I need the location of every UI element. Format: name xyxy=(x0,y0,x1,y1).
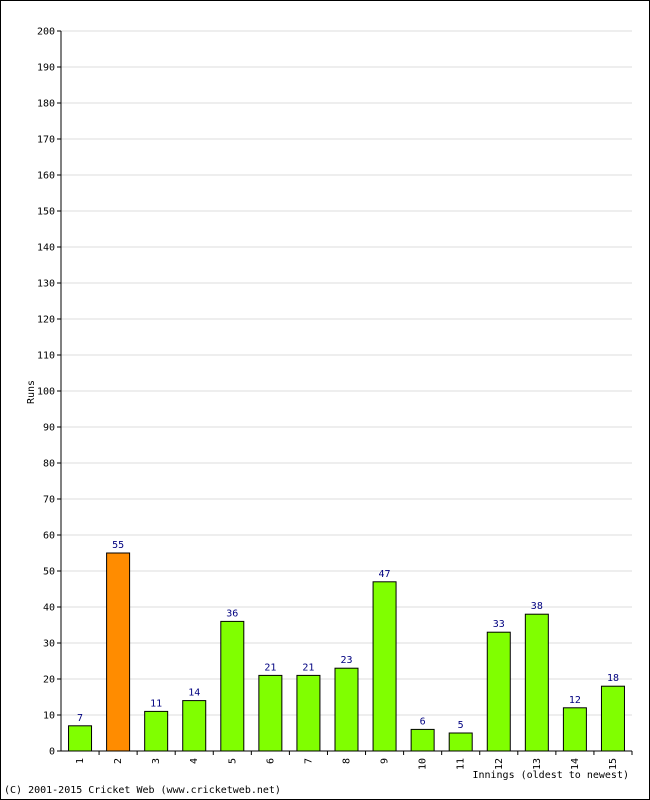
x-tick-label: 5 xyxy=(227,758,238,764)
bar-value-label: 33 xyxy=(493,619,505,630)
bar-value-label: 23 xyxy=(340,655,352,666)
y-tick-label: 60 xyxy=(43,531,55,542)
y-tick-label: 160 xyxy=(37,171,55,182)
y-tick-label: 110 xyxy=(37,351,55,362)
bar-value-label: 12 xyxy=(569,695,581,706)
x-axis-ticks: 1 2 3 4 5 6 7 8 9 10 11 12 13 14 15 xyxy=(75,751,633,770)
y-tick-label: 120 xyxy=(37,315,55,326)
bar xyxy=(182,700,207,752)
x-tick-label: 11 xyxy=(456,758,467,770)
bar xyxy=(562,707,587,752)
y-tick-label: 10 xyxy=(43,711,55,722)
y-tick-label: 0 xyxy=(49,747,55,758)
x-tick-label: 1 xyxy=(75,758,86,764)
bar xyxy=(410,728,435,752)
y-tick-label: 190 xyxy=(37,63,55,74)
y-tick-label: 20 xyxy=(43,675,55,686)
y-tick-label: 70 xyxy=(43,495,55,506)
bar xyxy=(68,725,93,752)
x-tick-label: 3 xyxy=(151,758,162,764)
bar-value-label: 7 xyxy=(77,713,83,724)
bar-value-label: 38 xyxy=(531,601,543,612)
bar-value-label: 55 xyxy=(112,540,124,551)
bar-value-label: 47 xyxy=(379,569,391,580)
bar xyxy=(220,620,245,752)
y-tick-label: 200 xyxy=(37,27,55,38)
bar xyxy=(372,581,397,752)
bar-value-label: 36 xyxy=(226,608,238,619)
bars: 7 55 11 14 36 21 21 23 47 6 5 33 38 12 18 xyxy=(68,540,625,752)
x-tick-label: 7 xyxy=(303,758,314,764)
bar xyxy=(600,685,625,752)
x-tick-label: 8 xyxy=(342,758,353,764)
gridlines xyxy=(61,30,632,716)
bar-value-label: 21 xyxy=(264,662,276,673)
y-tick-label: 50 xyxy=(43,567,55,578)
bar-value-label: 5 xyxy=(458,720,464,731)
y-tick-label: 150 xyxy=(37,207,55,218)
x-tick-label: 9 xyxy=(380,758,391,764)
copyright-text: (C) 2001-2015 Cricket Web (www.cricketwe… xyxy=(4,785,281,796)
y-axis-ticks: 0 10 20 30 40 50 60 70 80 90 100 110 120 130 140 150 160… xyxy=(37,27,61,758)
x-tick-label: 6 xyxy=(265,758,276,764)
bar xyxy=(106,552,131,752)
x-tick-label: 15 xyxy=(608,758,619,770)
y-tick-label: 140 xyxy=(37,243,55,254)
y-tick-label: 130 xyxy=(37,279,55,290)
bar xyxy=(334,667,359,752)
y-tick-label: 40 xyxy=(43,603,55,614)
bar xyxy=(144,710,169,752)
x-tick-label: 10 xyxy=(418,758,429,770)
y-tick-label: 100 xyxy=(37,387,55,398)
bar-value-label: 21 xyxy=(302,662,314,673)
bar-value-label: 18 xyxy=(607,673,619,684)
bar-value-label: 14 xyxy=(188,688,200,699)
y-tick-label: 180 xyxy=(37,99,55,110)
bar-value-label: 11 xyxy=(150,698,162,709)
x-tick-label: 14 xyxy=(570,758,581,770)
x-tick-label: 13 xyxy=(532,758,543,770)
bar xyxy=(524,613,549,752)
x-tick-label: 12 xyxy=(494,758,505,770)
bar xyxy=(258,674,283,752)
bar xyxy=(448,732,473,752)
bar xyxy=(296,674,321,752)
y-tick-label: 80 xyxy=(43,459,55,470)
x-axis-title: Innings (oldest to newest) xyxy=(472,770,629,781)
y-tick-label: 170 xyxy=(37,135,55,146)
y-tick-label: 30 xyxy=(43,639,55,650)
x-tick-label: 4 xyxy=(189,758,200,764)
bar-value-label: 6 xyxy=(420,716,426,727)
y-axis-title: Runs xyxy=(26,380,37,404)
x-tick-label: 2 xyxy=(113,758,124,764)
y-tick-label: 90 xyxy=(43,423,55,434)
bar xyxy=(486,631,511,752)
